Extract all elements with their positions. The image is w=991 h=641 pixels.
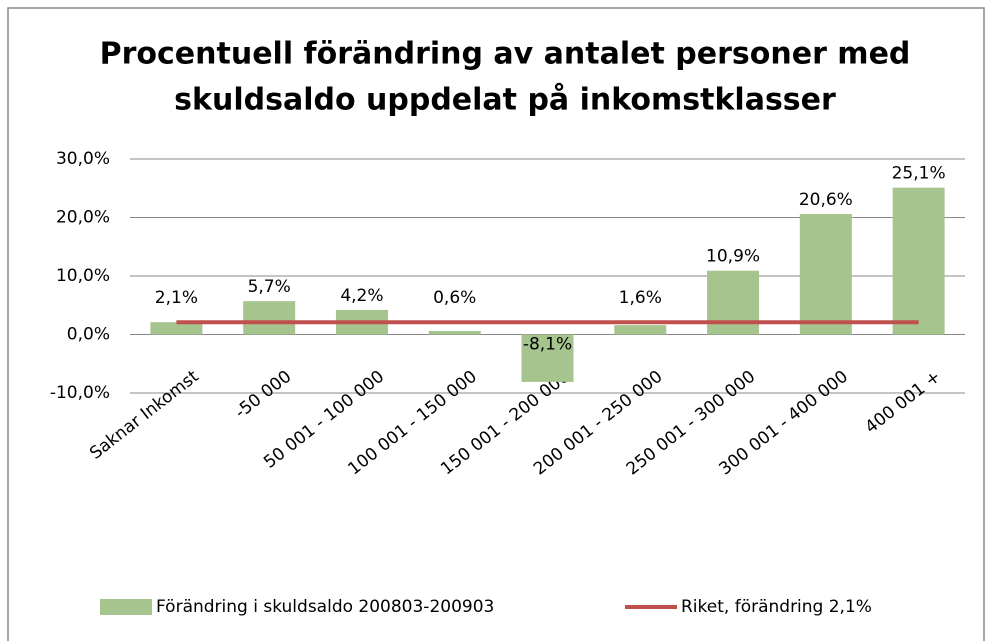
legend-label: Riket, förändring 2,1% [681, 597, 872, 617]
bar [521, 334, 574, 382]
y-tick-label: 30,0% [56, 149, 110, 169]
data-label: -8,1% [523, 335, 572, 355]
y-tick-label: 20,0% [56, 208, 110, 228]
data-label: 20,6% [799, 190, 853, 210]
chart-title: skuldsaldo uppdelat på inkomstklasser [174, 82, 836, 118]
data-label: 10,9% [706, 247, 760, 267]
data-label: 5,7% [248, 277, 291, 297]
legend-swatch [100, 599, 152, 615]
y-tick-label: 10,0% [56, 266, 110, 286]
chart-title: Procentuell förändring av antalet person… [100, 37, 911, 72]
bar [150, 322, 203, 335]
data-label: 2,1% [155, 288, 198, 308]
bar [428, 330, 481, 335]
bar [707, 270, 760, 335]
bar [614, 325, 667, 335]
data-label: 1,6% [619, 288, 662, 308]
data-label: 4,2% [340, 286, 383, 306]
data-label: 0,6% [433, 288, 476, 308]
y-tick-label: 0,0% [67, 325, 110, 345]
legend-label: Förändring i skuldsaldo 200803-200903 [156, 597, 494, 617]
bar [892, 187, 945, 335]
data-label: 25,1% [892, 164, 946, 184]
bar [799, 213, 852, 335]
y-tick-label: -10,0% [50, 383, 110, 403]
bar [243, 301, 296, 335]
